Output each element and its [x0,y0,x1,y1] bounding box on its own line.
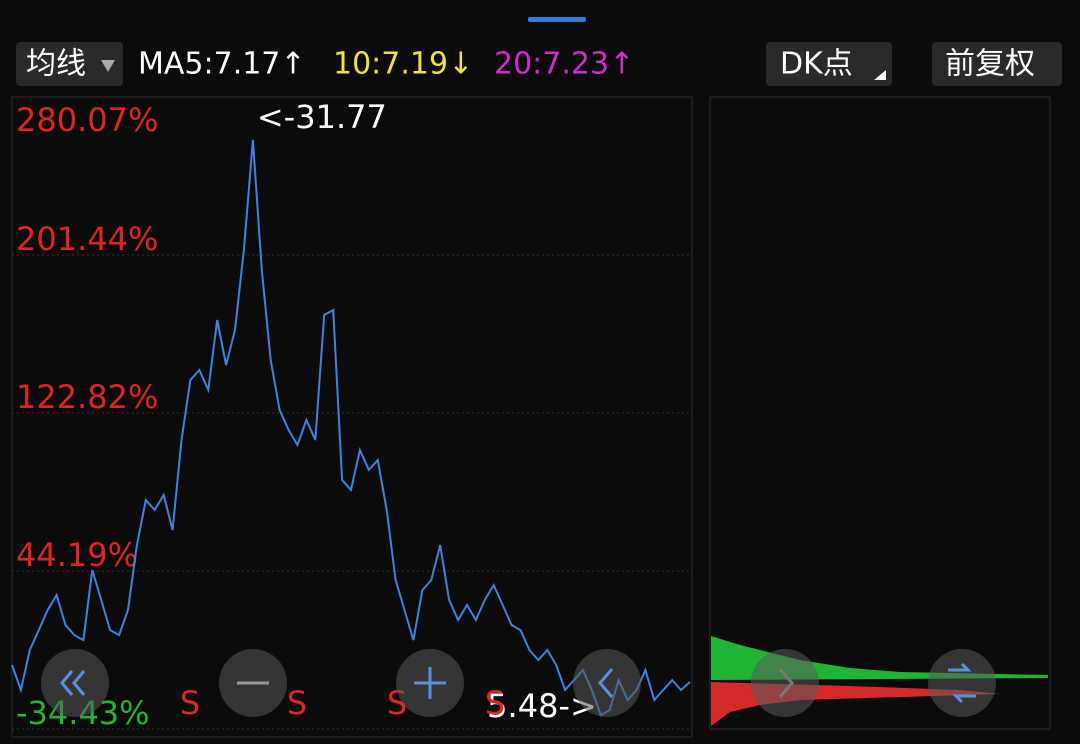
adjust-button-label: 前复权 [945,47,1035,82]
button-icons [60,662,976,704]
icon [948,662,976,704]
y-tick-label: 122.82% [16,378,158,416]
adjust-button[interactable]: 前复权 [932,42,1062,86]
ma-button-label: 均线 [26,47,86,82]
sell-signal: S [485,684,505,722]
corner-arrow [874,70,886,80]
icon [598,668,614,698]
y-tick-label: 201.44% [16,220,158,258]
y-tick-label: 280.07% [16,101,158,139]
scroll-right-button[interactable] [751,649,819,717]
plot-area: 280.07%201.44%122.82%44.19%-34.43%<-31.7… [11,96,692,732]
dk-button[interactable]: DK点 [766,42,892,86]
button-bg [932,42,1062,86]
y-tick-label: 44.19% [16,536,138,574]
sell-signal: S [180,684,200,722]
icon [60,670,86,696]
max-annotation: <-31.77 [257,98,387,136]
ma-button[interactable]: 均线 [16,42,123,86]
switch-button[interactable] [928,649,996,717]
ma20-label: 20:7.23↑ [494,47,634,82]
icon [778,668,794,698]
sell-signal: S [287,684,307,722]
scroll-left-button[interactable] [573,649,641,717]
button-bg [16,42,123,86]
profile-frame [709,96,1051,730]
ma5-label: MA5:7.17↑ [138,47,306,82]
button-bg [766,42,892,86]
icon [414,667,446,699]
dropdown-arrow [101,60,115,72]
dk-button-label: DK点 [780,47,853,82]
ma10-label: 10:7.19↓ [333,47,473,82]
active-tab-indicator [528,17,586,22]
